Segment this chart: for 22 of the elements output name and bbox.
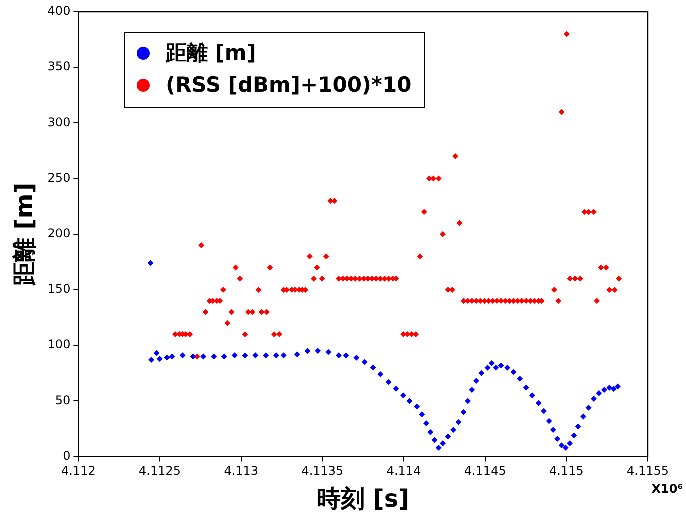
y-tick-label: 300 — [48, 115, 71, 130]
x-tick-label: 4.1145 — [464, 464, 506, 478]
x-tick-label: 4.114 — [386, 464, 422, 478]
x-tick-label: 4.1135 — [302, 464, 344, 478]
x-tick-label: 4.112 — [62, 464, 96, 478]
x-tick-label: 4.113 — [224, 464, 259, 478]
text: X10⁶ — [652, 482, 683, 496]
x-axis-title: 時刻 [s] — [317, 484, 410, 513]
y-tick-label: 150 — [48, 282, 71, 296]
legend-label: 距離 [m] — [166, 40, 256, 67]
x-tick-label: 4.115 — [549, 464, 584, 478]
x-tick-label: 4.1125 — [139, 464, 182, 478]
y-tick-label: 350 — [48, 60, 71, 74]
legend-label: (RSS [dBm]+100)*10 — [166, 72, 412, 99]
y-axis-title: 距離 [m] — [10, 182, 39, 288]
x-tick-label: 4.1155 — [627, 464, 669, 478]
y-tick-label: 200 — [48, 226, 71, 241]
y-tick-label: 100 — [48, 338, 71, 352]
y-tick-label: 250 — [48, 170, 71, 185]
y-tick-label: 50 — [55, 393, 71, 408]
y-tick-label: 0 — [63, 448, 71, 463]
y-tick-label: 400 — [48, 4, 71, 18]
